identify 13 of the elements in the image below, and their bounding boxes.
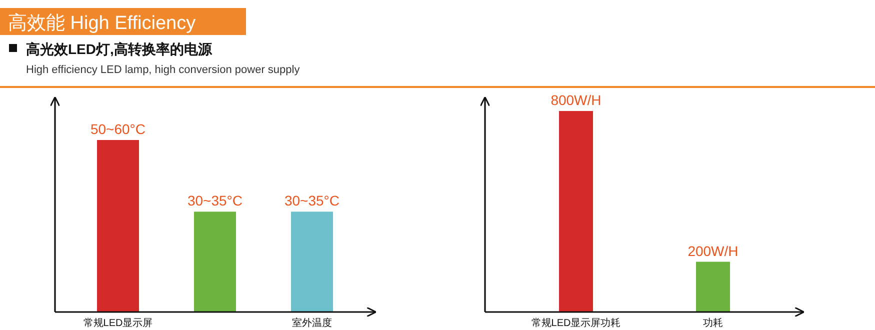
data-label: 30~35°C (284, 192, 340, 209)
x-tick-label: 功耗 (703, 317, 723, 329)
chart-title: 高效能 High Efficiency (8, 12, 196, 34)
data-label: 200W/H (688, 242, 738, 259)
title: 高效能 High Efficiency (0, 8, 246, 35)
data-label: 800W/H (550, 92, 602, 108)
data-label: 50~60°C (90, 121, 146, 137)
data-label: 30~35°C (187, 192, 243, 209)
x-tick-label: 常规LED显示屏功耗 (531, 317, 621, 329)
x-tick-label: 室外温度 (292, 317, 332, 329)
text: High efficiency LED lamp, high conversion power supply (26, 64, 300, 76)
chart-subtitle: 高光效LED灯,高转换率的电源 (26, 41, 213, 57)
x-tick-label: 常规LED显示屏 (83, 317, 153, 329)
